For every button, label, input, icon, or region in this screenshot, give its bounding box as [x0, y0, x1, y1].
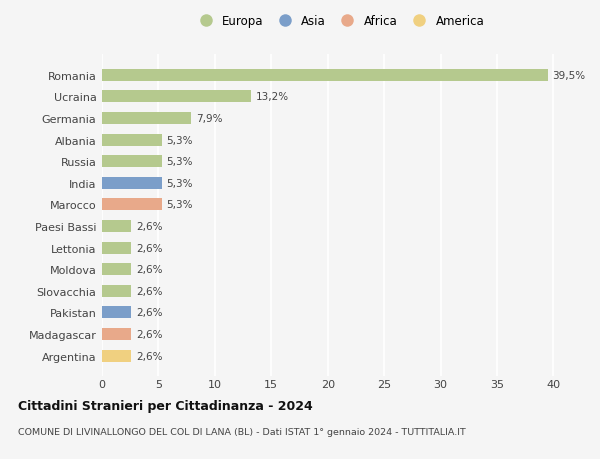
Bar: [102, 134, 162, 146]
Text: 39,5%: 39,5%: [552, 71, 586, 81]
Text: 5,3%: 5,3%: [166, 200, 193, 210]
Bar: [102, 91, 251, 103]
Bar: [102, 199, 162, 211]
Text: 13,2%: 13,2%: [256, 92, 289, 102]
Text: COMUNE DI LIVINALLONGO DEL COL DI LANA (BL) - Dati ISTAT 1° gennaio 2024 - TUTTI: COMUNE DI LIVINALLONGO DEL COL DI LANA (…: [18, 427, 466, 436]
Bar: [102, 242, 131, 254]
Text: 2,6%: 2,6%: [136, 308, 163, 318]
Text: 2,6%: 2,6%: [136, 351, 163, 361]
Bar: [102, 221, 131, 232]
Text: 7,9%: 7,9%: [196, 114, 222, 124]
Bar: [102, 307, 131, 319]
Text: 5,3%: 5,3%: [166, 179, 193, 188]
Text: 2,6%: 2,6%: [136, 243, 163, 253]
Text: 2,6%: 2,6%: [136, 286, 163, 296]
Text: 2,6%: 2,6%: [136, 265, 163, 274]
Legend: Europa, Asia, Africa, America: Europa, Asia, Africa, America: [191, 13, 487, 30]
Bar: [102, 156, 162, 168]
Text: 2,6%: 2,6%: [136, 222, 163, 231]
Bar: [102, 350, 131, 362]
Bar: [102, 285, 131, 297]
Bar: [102, 113, 191, 125]
Bar: [102, 328, 131, 340]
Bar: [102, 263, 131, 275]
Text: 2,6%: 2,6%: [136, 329, 163, 339]
Bar: [102, 178, 162, 189]
Text: 5,3%: 5,3%: [166, 135, 193, 145]
Text: Cittadini Stranieri per Cittadinanza - 2024: Cittadini Stranieri per Cittadinanza - 2…: [18, 399, 313, 412]
Text: 5,3%: 5,3%: [166, 157, 193, 167]
Bar: [102, 70, 548, 82]
